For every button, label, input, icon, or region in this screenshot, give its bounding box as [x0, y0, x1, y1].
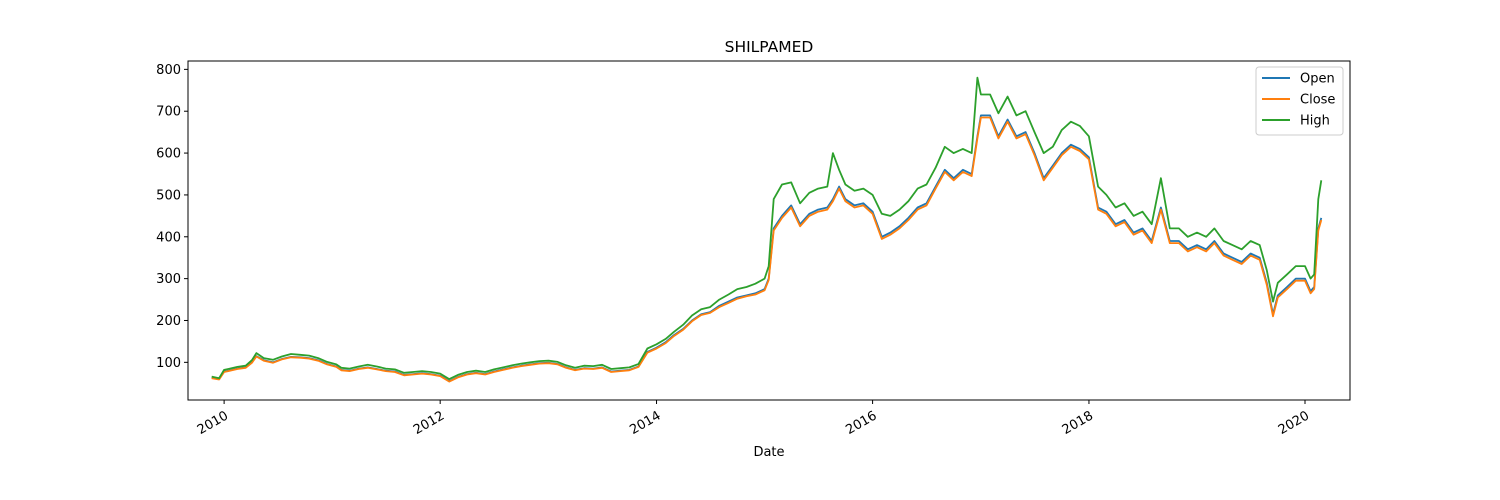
legend-label-high: High	[1300, 114, 1330, 129]
x-tick-label: 2010	[195, 408, 231, 438]
y-tick-label: 500	[156, 188, 181, 203]
plot-area	[211, 76, 1323, 383]
y-tick-label: 400	[156, 230, 181, 245]
legend-label-open: Open	[1300, 72, 1335, 87]
y-tick-label: 600	[156, 147, 181, 162]
series-line-high	[211, 76, 1323, 381]
x-axis-ticks: 2010 2012 2014 2016 2018 2020	[195, 400, 1312, 438]
x-tick-label: 2014	[627, 408, 663, 438]
y-tick-label: 800	[156, 63, 181, 78]
legend: Open Close High	[1255, 66, 1344, 136]
y-tick-label: 700	[156, 105, 181, 120]
x-axis-label: Date	[753, 445, 784, 460]
legend-box	[1255, 66, 1344, 136]
chart-title: SHILPAMED	[725, 38, 814, 56]
x-tick-label: 2020	[1276, 408, 1312, 438]
x-tick-label: 2012	[411, 408, 447, 438]
y-tick-label: 300	[156, 272, 181, 287]
series-line-close	[211, 116, 1323, 383]
x-tick-label: 2018	[1060, 408, 1096, 438]
axes-frame	[187, 60, 1351, 401]
x-tick-label: 2016	[843, 408, 879, 438]
legend-label-close: Close	[1300, 93, 1335, 108]
y-tick-label: 100	[156, 356, 181, 371]
y-tick-label: 200	[156, 314, 181, 329]
series-line-open	[211, 114, 1323, 383]
y-axis-ticks: 100 200 300 400 500 600 700 800	[156, 63, 188, 371]
